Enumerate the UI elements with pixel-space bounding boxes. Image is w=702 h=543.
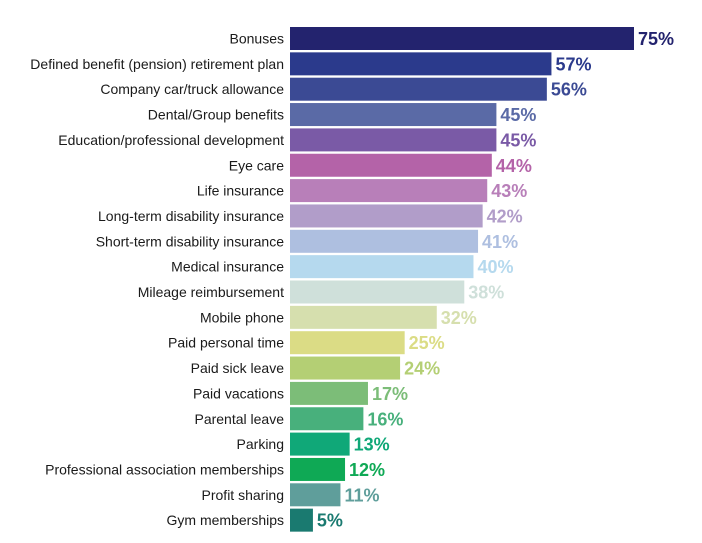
bar: [290, 179, 488, 203]
value-label: 24%: [404, 359, 440, 379]
bar: [290, 27, 634, 50]
category-label: Gym memberships: [167, 512, 284, 528]
bar: [290, 103, 497, 127]
value-label: 43%: [491, 181, 527, 201]
bars-layer: [290, 27, 634, 532]
bar: [290, 508, 313, 532]
bar: [290, 483, 341, 507]
category-label: Medical insurance: [171, 259, 284, 275]
category-labels-layer: Bonuses Defined benefit (pension) retirem…: [30, 31, 284, 529]
value-label: 11%: [344, 485, 379, 505]
bar: [290, 255, 474, 279]
category-label: Life insurance: [197, 183, 284, 199]
bar: [290, 280, 465, 304]
value-label: 32%: [441, 308, 477, 328]
value-label: 13%: [354, 435, 390, 455]
value-label: 38%: [468, 283, 504, 303]
category-label: Professional association memberships: [45, 461, 284, 477]
value-label: 56%: [551, 80, 587, 100]
category-label: Dental/Group benefits: [148, 107, 284, 123]
value-label: 25%: [409, 333, 445, 353]
category-label: Short-term disability insurance: [96, 233, 285, 249]
bar: [290, 204, 483, 228]
bar: [290, 229, 479, 253]
category-label: Mileage reimbursement: [138, 284, 284, 300]
value-label: 57%: [555, 54, 591, 74]
bar: [290, 457, 346, 481]
bar: [290, 331, 405, 355]
value-label: 45%: [500, 105, 536, 125]
category-label: Long-term disability insurance: [98, 208, 284, 224]
category-label: Parental leave: [194, 411, 284, 427]
category-label: Paid personal time: [168, 335, 284, 351]
category-label: Paid sick leave: [191, 360, 285, 376]
value-label: 45%: [500, 130, 536, 150]
bar: [290, 153, 492, 177]
category-label: Defined benefit (pension) retirement pla…: [30, 56, 284, 72]
value-label: 5%: [317, 511, 343, 531]
value-labels-layer: 75% 57% 56% 45% 45% 44% 43% 42% 41% 40% 38% 32% 25% 2…: [317, 29, 674, 531]
category-label: Eye care: [229, 157, 284, 173]
bar: [290, 356, 401, 380]
bar: [290, 381, 368, 405]
bar: [290, 52, 552, 76]
value-label: 41%: [482, 232, 518, 252]
category-label: Education/professional development: [58, 132, 284, 148]
category-label: Mobile phone: [200, 309, 284, 325]
value-label: 75%: [638, 29, 674, 49]
value-label: 16%: [367, 409, 403, 429]
bar: [290, 432, 350, 456]
bar: [290, 128, 497, 152]
category-label: Profit sharing: [202, 487, 284, 503]
value-label: 12%: [349, 460, 385, 480]
value-label: 40%: [477, 257, 513, 277]
value-label: 44%: [496, 156, 532, 176]
value-label: 17%: [372, 384, 408, 404]
category-label: Company car/truck allowance: [100, 81, 284, 97]
category-label: Parking: [237, 436, 284, 452]
value-label: 42%: [487, 206, 523, 226]
bar: [290, 407, 364, 431]
bar: [290, 305, 437, 329]
category-label: Paid vacations: [193, 385, 284, 401]
bar: [290, 77, 547, 101]
category-label: Bonuses: [230, 31, 284, 47]
